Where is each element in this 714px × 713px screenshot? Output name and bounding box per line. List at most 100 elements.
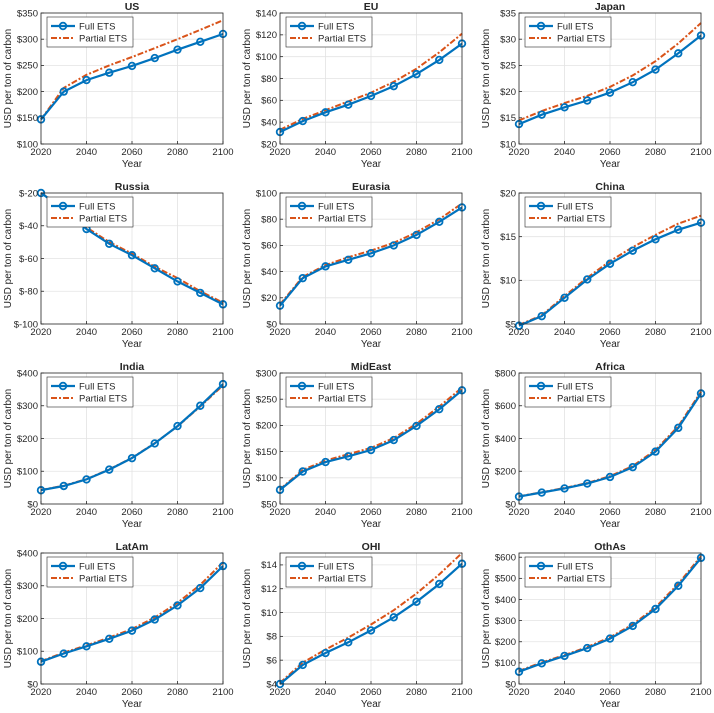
full-ets-marker	[344, 100, 353, 109]
legend-box	[285, 556, 373, 588]
x-tick-label: 2040	[76, 327, 97, 338]
x-tick-label: 2060	[121, 327, 142, 338]
y-tick-label: $35	[500, 8, 516, 19]
legend-full-label: Full ETS	[318, 382, 354, 393]
legend-full-label: Full ETS	[79, 562, 115, 573]
y-tick-label: $0	[27, 499, 38, 510]
legend-partial-label: Partial ETS	[318, 394, 366, 405]
legend-box	[46, 196, 134, 228]
legend-full-label: Full ETS	[557, 22, 593, 33]
x-tick-label: 2100	[451, 147, 472, 158]
legend-partial-label: Partial ETS	[79, 214, 127, 225]
y-tick-label: $400	[495, 595, 516, 606]
y-axis-label: USD per ton of carbon	[481, 389, 492, 489]
full-ets-marker	[583, 275, 592, 284]
panel-title: China	[595, 181, 624, 193]
full-ets-marker	[366, 626, 376, 635]
legend-box	[285, 376, 373, 408]
full-ets-marker	[82, 642, 91, 651]
full-ets-marker	[173, 421, 182, 431]
legend-partial-label: Partial ETS	[79, 34, 127, 45]
full-ets-marker	[105, 239, 114, 248]
full-ets-marker	[651, 604, 660, 614]
y-tick-label: $20	[500, 188, 516, 199]
full-ets-marker	[298, 273, 307, 283]
partial-ets-line	[279, 386, 463, 491]
y-tick-label: $0	[27, 679, 38, 690]
panel-title: EU	[364, 1, 379, 13]
y-tick-label: $200	[256, 421, 277, 432]
y-axis-label: USD per ton of carbon	[242, 29, 253, 129]
legend-box	[524, 196, 612, 228]
legend-partial-label: Partial ETS	[79, 574, 127, 585]
y-axis-label: USD per ton of carbon	[242, 389, 253, 489]
legend-full-marker	[536, 561, 546, 571]
y-axis-label: USD per ton of carbon	[481, 29, 492, 129]
full-ets-marker	[674, 423, 683, 433]
x-tick-label: 2040	[76, 687, 97, 698]
legend-partial-label: Partial ETS	[557, 574, 605, 585]
panel-eurasia: 2020 2040 2060 2080 2100 $0 $20 $40 $60 $80 $100 Eu…	[242, 181, 473, 350]
full-ets-marker	[366, 249, 376, 258]
full-ets-marker	[298, 660, 307, 670]
x-tick-label: 2060	[360, 147, 381, 158]
y-tick-label: $60	[261, 96, 277, 107]
full-ets-line	[279, 42, 463, 133]
full-ets-marker	[82, 75, 91, 85]
full-ets-marker	[537, 311, 546, 321]
x-tick-label: 2080	[406, 147, 427, 158]
full-ets-marker	[105, 634, 114, 644]
legend-full-marker	[297, 561, 307, 571]
x-tick-label: 2040	[76, 147, 97, 158]
y-tick-label: $8	[266, 632, 277, 643]
full-ets-marker	[435, 55, 444, 65]
x-tick-label: 2100	[212, 687, 233, 698]
partial-ets-line	[279, 552, 463, 684]
x-axis-label: Year	[600, 339, 621, 350]
full-ets-marker	[344, 638, 353, 647]
y-tick-label: $400	[17, 368, 38, 379]
panel-russia: 2020 2040 2060 2080 2100 $-100 $-80 $-60 $-40 $-2…	[3, 181, 234, 350]
full-ets-marker	[560, 651, 569, 661]
full-ets-marker	[628, 462, 637, 472]
legend-partial-label: Partial ETS	[557, 34, 605, 45]
y-tick-label: $14	[261, 560, 277, 571]
full-ets-marker	[321, 457, 330, 467]
x-tick-label: 2100	[690, 327, 711, 338]
y-tick-label: $50	[261, 499, 277, 510]
full-ets-marker	[583, 479, 592, 488]
x-tick-label: 2020	[269, 327, 290, 338]
full-ets-marker	[321, 108, 330, 117]
full-ets-line	[279, 562, 463, 685]
legend-box	[524, 376, 612, 408]
x-axis-label: Year	[361, 699, 382, 710]
y-tick-label: $30	[500, 35, 516, 46]
y-tick-label: $15	[500, 232, 516, 243]
legend-full-label: Full ETS	[557, 562, 593, 573]
legend-full-marker	[536, 21, 546, 31]
y-tick-label: $100	[256, 52, 277, 63]
y-tick-label: $-20	[19, 188, 38, 199]
x-tick-label: 2080	[406, 687, 427, 698]
y-axis-label: USD per ton of carbon	[481, 569, 492, 669]
y-axis-label: USD per ton of carbon	[3, 209, 14, 309]
x-tick-label: 2020	[508, 327, 529, 338]
y-tick-label: $100	[495, 658, 516, 669]
y-tick-label: $200	[495, 467, 516, 478]
full-ets-line	[40, 565, 224, 663]
full-ets-marker	[127, 453, 137, 463]
y-tick-label: $80	[261, 74, 277, 85]
full-ets-marker	[59, 481, 68, 491]
full-ets-marker	[537, 488, 546, 497]
x-tick-label: 2060	[360, 327, 381, 338]
y-tick-label: $10	[500, 139, 516, 150]
full-ets-marker	[196, 288, 205, 298]
full-ets-marker	[412, 421, 421, 431]
y-tick-label: $20	[261, 293, 277, 304]
x-tick-label: 2100	[451, 327, 472, 338]
legend-full-marker	[58, 381, 68, 391]
full-ets-marker	[321, 262, 330, 271]
panel-us: 2020 2040 2060 2080 2100 $100 $150 $200 $250 $300…	[3, 1, 234, 170]
y-tick-label: $40	[261, 117, 277, 128]
full-ets-marker	[605, 259, 615, 268]
